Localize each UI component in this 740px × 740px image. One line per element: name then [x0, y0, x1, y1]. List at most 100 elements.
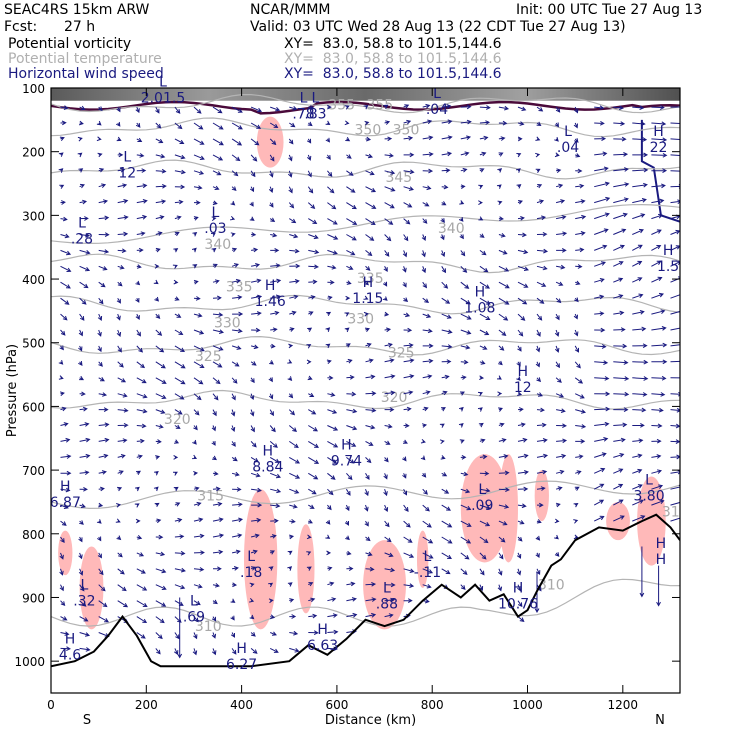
wind-vector	[632, 105, 645, 111]
wind-vector	[212, 409, 217, 417]
wind-vector	[193, 345, 205, 352]
wind-vector	[60, 422, 69, 427]
wind-vector	[327, 186, 335, 194]
extremum-marker: H	[363, 275, 374, 291]
x-tick-label: 0	[47, 698, 55, 712]
wind-vector	[98, 199, 109, 204]
wind-vector	[651, 276, 663, 283]
wind-vector	[651, 423, 663, 429]
wind-vector	[573, 329, 579, 337]
wind-vector	[154, 502, 160, 508]
wind-vector	[308, 311, 314, 316]
wind-vector	[98, 437, 110, 443]
wind-vector	[117, 600, 129, 608]
wind-vector	[117, 345, 122, 353]
wind-vector	[98, 470, 107, 475]
wind-vector	[403, 327, 413, 333]
wind-vector	[594, 294, 605, 300]
wind-vector	[651, 213, 663, 220]
wind-vector	[632, 468, 643, 474]
wind-vector	[212, 154, 224, 161]
wind-vector	[479, 536, 489, 544]
wind-vector	[232, 487, 242, 492]
wind-vector	[498, 487, 510, 493]
wind-vector	[270, 534, 277, 539]
wind-vector	[308, 440, 319, 448]
wind-vector	[575, 264, 583, 269]
wind-vector	[555, 313, 560, 321]
wind-vector	[517, 437, 528, 443]
wind-vector	[60, 105, 69, 110]
wind-vector	[613, 391, 630, 397]
wind-vector	[632, 228, 644, 235]
wind-vector	[517, 407, 524, 412]
wind-vector	[231, 106, 243, 113]
wind-vector	[231, 170, 239, 177]
wind-vector	[117, 183, 128, 188]
theta-contour	[51, 117, 680, 138]
pv-region	[58, 530, 73, 576]
wind-vector	[460, 536, 472, 544]
wind-vector	[174, 296, 180, 301]
wind-vector	[289, 248, 300, 254]
wind-vector	[174, 345, 186, 352]
wind-vector	[79, 313, 85, 321]
extremum-value: .09	[471, 498, 493, 514]
wind-vector	[231, 456, 238, 462]
wind-vector	[60, 487, 71, 493]
wind-vector	[403, 218, 411, 225]
wind-vector	[479, 329, 490, 336]
extremum-value: 12	[514, 380, 532, 396]
theta-label: 335	[226, 280, 253, 296]
wind-vector	[517, 232, 527, 238]
x-tick-label: 600	[325, 698, 348, 712]
wind-vector	[460, 281, 470, 289]
x-axis-label: Distance (km)	[325, 713, 416, 728]
wind-vector	[613, 310, 625, 316]
wind-vector	[365, 358, 374, 364]
wind-vector	[497, 360, 503, 366]
wind-vector	[136, 568, 146, 574]
wind-vector	[441, 344, 453, 349]
wind-vector	[270, 343, 276, 349]
wind-vector	[60, 329, 66, 336]
wind-vector	[594, 391, 611, 397]
wind-vector	[403, 374, 415, 379]
wind-vector	[384, 552, 394, 558]
wind-vector	[231, 393, 236, 401]
wind-vector	[346, 249, 356, 256]
wind-vector	[327, 234, 339, 240]
wind-vector	[174, 122, 183, 130]
tropopause-contour	[51, 100, 680, 115]
wind-vector	[60, 646, 71, 652]
wind-vector	[440, 455, 446, 460]
wind-vector	[344, 105, 350, 110]
wind-vector	[78, 345, 83, 352]
wind-vector	[230, 615, 235, 621]
wind-vector	[211, 632, 217, 639]
wind-vector	[516, 552, 522, 559]
wind-vector	[651, 407, 664, 413]
wind-vector	[498, 454, 509, 459]
wind-vector	[441, 313, 452, 319]
wind-vector	[670, 229, 680, 235]
wind-vector	[251, 327, 261, 333]
wind-vector	[516, 361, 521, 367]
extremum-marker: H	[60, 479, 71, 495]
wind-vector	[517, 297, 528, 305]
wind-vector	[289, 456, 301, 464]
extremum-marker: H	[656, 536, 667, 552]
wind-vector	[211, 425, 216, 432]
wind-vector	[269, 550, 275, 555]
wind-vector	[250, 263, 261, 268]
wind-vector	[594, 166, 609, 172]
wind-vector	[422, 218, 428, 224]
wind-vector	[193, 550, 205, 555]
wind-vector	[535, 361, 540, 368]
wind-vector	[574, 297, 579, 303]
wind-vector	[192, 264, 198, 269]
wind-vector	[117, 248, 127, 254]
wind-vector	[174, 393, 185, 400]
wind-vector	[231, 533, 243, 538]
extremum-marker: L	[159, 74, 167, 90]
